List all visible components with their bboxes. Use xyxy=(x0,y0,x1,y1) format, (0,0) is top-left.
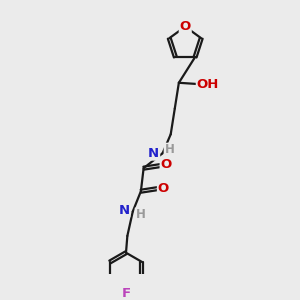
Text: H: H xyxy=(164,143,174,157)
Text: OH: OH xyxy=(197,78,219,91)
Text: O: O xyxy=(160,158,172,171)
Text: F: F xyxy=(122,287,130,300)
Text: N: N xyxy=(148,147,159,160)
Text: N: N xyxy=(118,204,130,217)
Text: O: O xyxy=(180,20,191,33)
Text: O: O xyxy=(158,182,169,195)
Text: H: H xyxy=(136,208,146,221)
